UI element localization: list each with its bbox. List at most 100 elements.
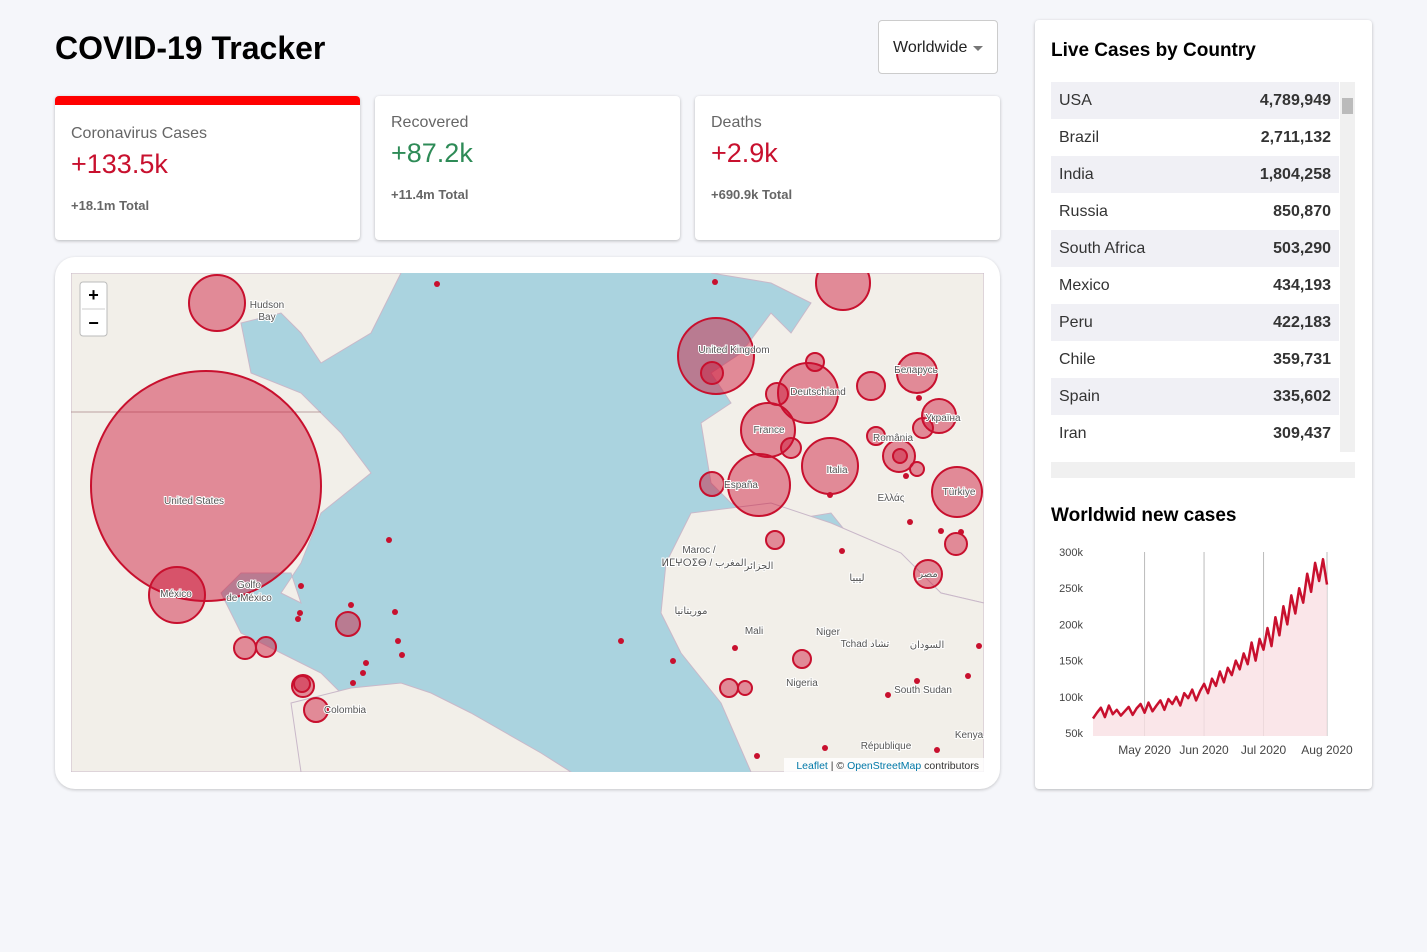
case-dot [938,528,944,534]
case-dot [958,529,964,535]
map-label: ⵍⵎⵖⵔⵉⴱ / المغرب [662,558,747,569]
table-row[interactable]: Chile 359,731 [1051,341,1339,378]
case-dot [298,583,304,589]
attribution-sep: | © [828,760,847,772]
case-bubble [699,471,725,497]
map-label: Mali [745,626,763,637]
case-dot [386,537,392,543]
table-row[interactable]: Spain 335,602 [1051,378,1339,415]
map-label: Türkiye [943,487,976,498]
deaths-card[interactable]: Deaths +2.9k +690.9k Total [695,96,1000,240]
country-name: India [1059,166,1094,183]
table-row[interactable]: Mexico 434,193 [1051,267,1339,304]
table-row[interactable]: Iran 309,437 [1051,415,1339,452]
case-bubble [777,362,839,424]
case-bubble [233,636,257,660]
case-dot [295,616,301,622]
scrollbar[interactable] [1340,82,1355,452]
map-label: Україна [925,413,961,424]
case-bubble [892,448,908,464]
country-cases: 422,183 [1273,314,1331,331]
country-cases: 850,870 [1273,203,1331,220]
case-dot [976,643,982,649]
case-bubble [805,352,825,372]
attribution-suffix: contributors [921,760,979,772]
scroll-thumb[interactable] [1342,98,1353,114]
osm-link[interactable]: OpenStreetMap [847,760,921,772]
map-label: România [873,433,913,444]
map-label: de México [226,593,272,604]
table-row[interactable]: India 1,804,258 [1051,156,1339,193]
case-bubble [727,453,791,517]
zoom-in[interactable]: + [88,285,99,305]
card-title: Deaths [711,114,762,131]
card-total: +690.9k Total [711,187,793,202]
map-label: Kenya [955,730,984,741]
country-cases: 4,789,949 [1259,92,1331,109]
map-label: Hudson [250,300,284,311]
y-tick-label: 300k [1059,547,1083,559]
table-row[interactable]: South Africa 503,290 [1051,230,1339,267]
map-label: United States [164,496,224,507]
card-total: +11.4m Total [391,187,469,202]
case-bubble [700,361,724,385]
card-title: Coronavirus Cases [71,125,208,142]
map-label: السودان [910,640,945,651]
attribution-bg [784,758,984,772]
case-dot [903,473,909,479]
attribution: Leaflet | © OpenStreetMap contributors [796,760,979,772]
map-label: España [724,480,758,491]
case-dot [363,660,369,666]
case-bubble [882,439,916,473]
case-dot [297,610,303,616]
x-tick-label: Jun 2020 [1179,743,1229,757]
card-value: +87.2k [391,138,473,168]
side-panel: Live Cases by Country USA 4,789,949 Brazil… [1035,20,1372,789]
map-label: Tchad تشاد [841,639,890,650]
map-label: Nigeria [786,678,818,689]
country-cases: 359,731 [1273,351,1331,368]
case-bubble [188,274,246,332]
map-label: Maroc / [682,545,716,556]
map-label: Deutschland [790,387,846,398]
table-row[interactable]: Brazil 2,711,132 [1051,119,1339,156]
case-bubble [815,273,871,311]
table-row[interactable]: USA 4,789,949 [1051,82,1339,119]
case-dot [914,678,920,684]
card-total: +18.1m Total [71,198,150,213]
table-row[interactable]: Peru 422,183 [1051,304,1339,341]
zoom-out[interactable]: − [88,313,99,333]
cases-card[interactable]: Coronavirus Cases +133.5k +18.1m Total [55,96,360,240]
case-bubble [148,566,206,624]
land [71,273,984,772]
country-select[interactable]: Worldwide [878,20,998,74]
case-dot [916,395,922,401]
app-title: COVID-19 Tracker [55,30,326,66]
country-name: Russia [1059,203,1108,220]
x-tick-label: Aug 2020 [1301,743,1353,757]
map-label: Беларусь [894,365,938,376]
h-scrollbar[interactable] [1051,462,1355,478]
map-label: Colombia [324,705,367,716]
case-dot [392,609,398,615]
country-name: Spain [1059,388,1100,405]
case-bubble [909,461,925,477]
case-dot [670,658,676,664]
table-row[interactable]: Russia 850,870 [1051,193,1339,230]
recovered-card[interactable]: Recovered +87.2k +11.4m Total [375,96,680,240]
case-dot [732,645,738,651]
case-dot [395,638,401,644]
case-dot [618,638,624,644]
case-bubble [866,426,886,446]
case-bubble [719,678,739,698]
case-dot [839,548,845,554]
map-label: موريتانيا [674,606,707,617]
area [1093,559,1327,736]
leaflet-link[interactable]: Leaflet [796,760,828,772]
case-bubble [931,466,983,518]
zoom-control: + − [79,281,108,337]
case-bubble [335,611,361,637]
case-bubble [255,636,277,658]
